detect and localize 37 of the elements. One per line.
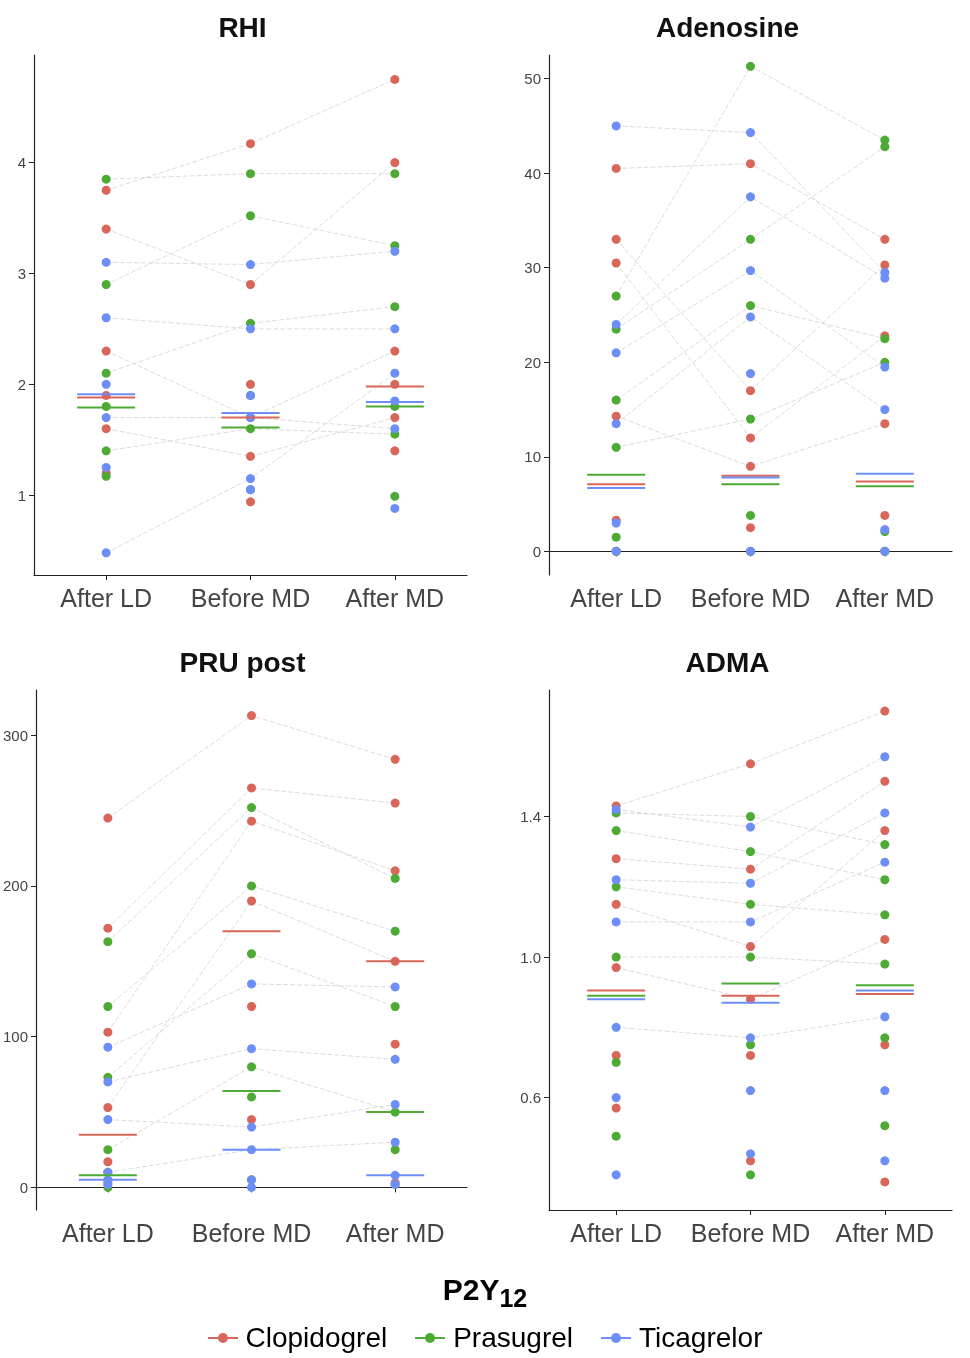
y-tick-label: 1.0 (520, 948, 541, 966)
x-tick-label: After MD (345, 583, 445, 612)
x-tick-label: Before MD (191, 1218, 312, 1247)
y-tick-label: 0.6 (520, 1089, 541, 1107)
x-tick-label: After LD (570, 1218, 663, 1247)
legend-label: Clopidogrel (245, 1322, 388, 1354)
y-tick-label: 1.4 (520, 807, 541, 825)
legend-label: Ticagrelor (639, 1322, 763, 1354)
y-tick-label: 2 (17, 375, 26, 393)
y-tick-label: 0 (532, 542, 541, 560)
y-tick-label: 200 (3, 877, 29, 895)
x-tick-label: Before MD (690, 583, 811, 612)
x-tick-label: After MD (835, 1218, 935, 1247)
y-tick-label: 10 (524, 448, 541, 466)
y-tick-label: 50 (524, 70, 541, 88)
legend-title: P2Y$_{12}$ (441, 1272, 529, 1314)
x-tick-label: After LD (570, 583, 663, 612)
chart-title: PRU post (179, 646, 306, 678)
legend-label: Prasugrel (453, 1322, 574, 1354)
y-tick-label: 3 (17, 264, 26, 282)
x-tick-label: After MD (345, 1218, 445, 1247)
y-tick-label: 0 (19, 1178, 29, 1196)
y-tick-label: 300 (3, 726, 29, 744)
y-tick-label: 1 (17, 486, 26, 504)
chart-title: Adenosine (655, 11, 800, 43)
chart-title: ADMA (685, 646, 770, 678)
y-tick-label: 30 (524, 259, 541, 277)
x-tick-label: Before MD (690, 1218, 811, 1247)
x-tick-label: After LD (60, 583, 153, 612)
x-tick-label: Before MD (190, 583, 311, 612)
chart-title: RHI (218, 11, 267, 43)
x-tick-label: After LD (62, 1218, 154, 1247)
y-tick-label: 20 (524, 353, 541, 371)
y-tick-label: 100 (3, 1028, 29, 1046)
y-tick-label: 40 (524, 164, 541, 182)
x-tick-label: After MD (835, 583, 935, 612)
y-tick-label: 4 (17, 154, 26, 172)
